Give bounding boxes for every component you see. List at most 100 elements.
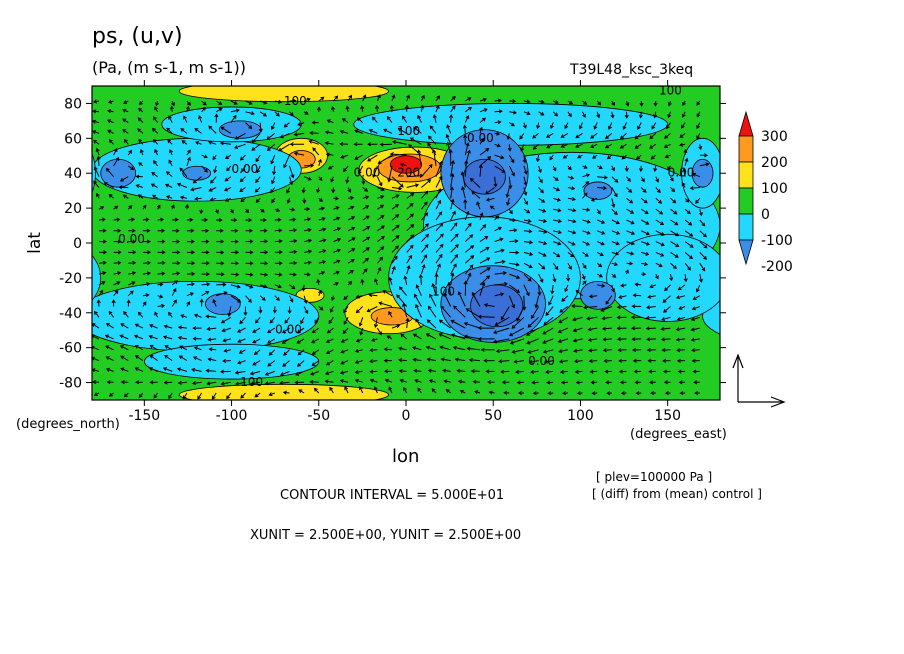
wind-arrow <box>523 262 533 269</box>
wind-arrow <box>386 335 393 340</box>
wind-arrow <box>487 379 495 385</box>
wind-arrow <box>678 380 686 385</box>
wind-arrow <box>531 306 540 320</box>
wind-arrow <box>294 380 305 385</box>
wind-arrow <box>95 147 100 156</box>
wind-arrow <box>650 154 657 160</box>
wind-arrow <box>398 286 408 297</box>
wind-arrow <box>302 198 307 204</box>
wind-arrow <box>508 295 516 309</box>
wind-arrow <box>450 222 458 232</box>
contour-region-wrap-20 <box>92 254 102 301</box>
wind-arrow <box>333 248 342 253</box>
y-tick-label: 80 <box>64 96 82 112</box>
wind-arrow <box>567 175 575 180</box>
wind-arrow <box>626 241 636 246</box>
wind-arrow <box>92 130 100 135</box>
wind-arrow <box>591 391 598 396</box>
wind-arrow <box>472 379 481 384</box>
wind-arrow <box>157 294 164 299</box>
wind-arrow <box>213 165 218 174</box>
wind-arrow <box>366 306 378 313</box>
wind-arrow <box>485 187 495 195</box>
wind-arrow <box>684 252 694 260</box>
wind-arrow <box>192 326 202 331</box>
wind-arrow <box>274 295 280 301</box>
wind-arrow <box>567 230 577 235</box>
wind-arrow <box>522 122 527 129</box>
contour-label: 0.00 <box>668 166 695 180</box>
wind-arrow <box>343 295 349 300</box>
wind-arrow <box>616 304 627 310</box>
wind-arrow <box>494 281 508 286</box>
wind-arrow <box>238 349 246 354</box>
wind-arrow <box>186 301 191 307</box>
wind-arrow <box>98 228 107 233</box>
wind-arrow <box>462 124 467 134</box>
wind-arrow <box>123 392 129 398</box>
wind-arrow <box>165 195 173 200</box>
wind-arrow <box>431 282 437 296</box>
wind-arrow <box>303 97 311 102</box>
wind-arrow <box>511 349 525 354</box>
wind-arrow <box>445 389 452 394</box>
wind-arrow <box>304 217 312 222</box>
chart-units: (Pa, (m s-1, m s-1)) <box>92 58 246 77</box>
wind-arrow <box>664 154 671 159</box>
wind-arrow <box>696 111 701 118</box>
wind-arrow <box>661 316 671 321</box>
wind-arrow <box>667 100 672 107</box>
wind-arrow <box>413 126 422 134</box>
wind-arrow <box>198 115 203 123</box>
wind-arrow <box>624 111 629 119</box>
wind-arrow <box>603 358 612 363</box>
wind-arrow <box>664 284 671 292</box>
wind-arrow <box>618 294 627 299</box>
wind-arrow <box>683 148 688 156</box>
contour-region-28 <box>204 293 241 315</box>
wind-arrow <box>511 316 525 329</box>
wind-arrow <box>142 217 150 222</box>
wind-arrow <box>340 338 349 343</box>
wind-arrow <box>274 239 283 244</box>
wind-arrow <box>425 333 437 340</box>
wind-arrow <box>500 369 510 374</box>
wind-arrow <box>634 282 642 287</box>
wind-arrow <box>343 317 349 325</box>
wind-arrow <box>596 208 601 215</box>
wind-arrow <box>493 176 498 188</box>
wind-arrow <box>169 149 173 156</box>
wind-arrow <box>435 233 444 242</box>
wind-arrow <box>538 229 548 234</box>
wind-arrow <box>240 392 246 399</box>
wind-arrow <box>254 316 261 324</box>
wind-arrow <box>564 284 569 293</box>
wind-arrow <box>258 122 263 133</box>
wind-arrow <box>252 338 261 344</box>
wind-arrow <box>142 204 147 210</box>
wind-arrow <box>113 281 121 286</box>
wind-arrow <box>575 380 583 385</box>
wind-arrow <box>528 359 539 364</box>
wind-arrow <box>519 133 525 140</box>
wind-arrow <box>369 378 378 383</box>
contour-region-wrap-15 <box>702 297 720 335</box>
wind-arrow <box>606 391 612 396</box>
wind-arrow <box>677 284 686 291</box>
wind-arrow <box>640 219 650 225</box>
wind-arrow <box>362 205 370 210</box>
wind-arrow <box>655 273 659 280</box>
wind-arrow <box>304 206 311 212</box>
wind-arrow <box>670 241 680 247</box>
wind-arrow <box>245 208 250 214</box>
wind-arrow <box>682 168 687 177</box>
wind-arrow <box>225 154 232 160</box>
wind-arrow <box>113 250 122 255</box>
wind-arrow <box>171 287 177 296</box>
wind-arrow <box>309 379 319 385</box>
wind-arrow <box>559 369 568 374</box>
wind-arrow <box>479 156 492 167</box>
wind-arrow <box>638 165 644 173</box>
wind-arrow <box>293 151 305 156</box>
wind-arrow <box>113 205 119 210</box>
